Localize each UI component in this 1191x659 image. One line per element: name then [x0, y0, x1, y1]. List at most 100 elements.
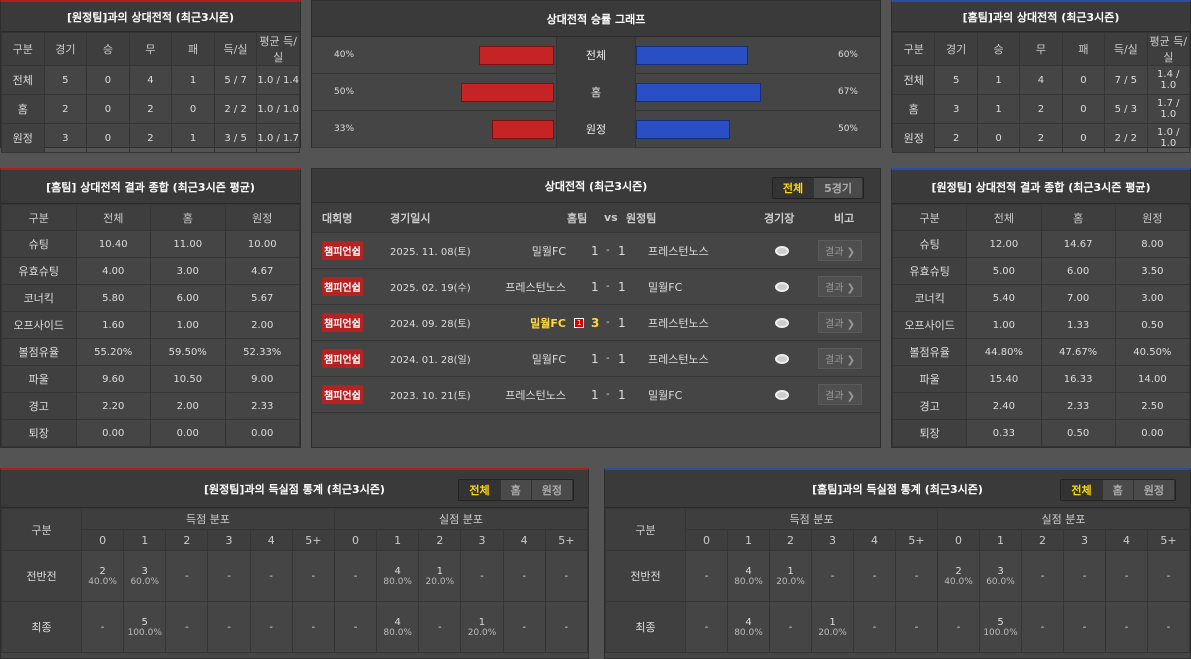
cell-value: 44.80%	[966, 338, 1042, 366]
cell-value: 52.33%	[224, 338, 300, 366]
column-header: 패	[171, 32, 215, 66]
tab-home[interactable]: 홈	[1103, 480, 1134, 500]
stadium-icon[interactable]	[775, 353, 789, 364]
count: -	[269, 570, 273, 582]
cell-value: 9.00	[224, 365, 300, 393]
cell-value: 55.20%	[75, 338, 151, 366]
distribution-cell: -	[1105, 601, 1148, 653]
row-label: 홈	[891, 94, 936, 124]
goals-away-table: 구분 득점 분포 실점 분포 0 1 2 3 4 5+ 0 1 2 3 4 5+ 전반전 2 40.0% 3 60.0…	[1, 508, 589, 653]
distribution-cell: 5 100.0%	[979, 601, 1022, 653]
table-row: 유효슈팅 5.00 6.00 3.50	[891, 257, 1191, 285]
distribution-cell: 1 20.0%	[811, 601, 854, 653]
count: 3	[997, 565, 1004, 577]
count: -	[1040, 570, 1045, 582]
tab-home[interactable]: 홈	[501, 480, 532, 500]
goals-home-table: 구분 득점 분포 실점 분포 0 1 2 3 4 5+ 0 1 2 3 4 5+ 전반전 -4 80.0% 1 20.…	[605, 508, 1190, 653]
away-team[interactable]: 밀월FC	[648, 388, 683, 402]
tab-all[interactable]: 전체	[459, 480, 501, 500]
cell-value: 0	[1061, 65, 1106, 95]
result-button[interactable]: 결과 ❯	[818, 348, 862, 369]
cell-value: 2 / 2	[213, 94, 258, 124]
row-label: 볼점유율	[1, 338, 77, 366]
result-button[interactable]: 결과 ❯	[818, 276, 862, 297]
tab-all[interactable]: 전체	[1061, 480, 1103, 500]
percent: 80.0%	[734, 576, 763, 587]
league-badge[interactable]: 챔피언쉽	[322, 349, 363, 368]
group-header-row: 구분 득점 분포 실점 분포	[1, 508, 589, 551]
distribution-cell: 1 20.0%	[769, 550, 812, 602]
tab-away[interactable]: 원정	[532, 480, 573, 500]
cell-value: 2	[1019, 94, 1063, 124]
column-header: 2	[1021, 529, 1064, 551]
column-header: 3	[460, 529, 504, 551]
tab-5-games[interactable]: 5경기	[814, 178, 863, 198]
goals-away-title: [원정팀]과의 득실점 통계 (최근3시즌)	[204, 482, 385, 496]
column-header: 평균 득/실	[256, 32, 300, 66]
row-label: 오프사이드	[891, 311, 968, 339]
score-dash: -	[606, 389, 610, 400]
stadium-icon[interactable]	[775, 317, 789, 328]
league-badge[interactable]: 챔피언쉽	[322, 313, 363, 332]
cell-value: 5.80	[75, 284, 151, 312]
percent: 100.0%	[127, 627, 162, 638]
count: -	[227, 621, 231, 633]
stadium-icon[interactable]	[775, 245, 789, 256]
distribution-cell: -	[769, 601, 812, 653]
column-header: 3	[1063, 529, 1106, 551]
home-team[interactable]: 프레스턴노스	[505, 388, 566, 402]
distribution-cell: -	[1147, 601, 1190, 653]
cell-value: 16.33	[1040, 365, 1116, 393]
count: 1	[478, 616, 486, 628]
column-header: 0	[937, 529, 980, 551]
stadium-icon[interactable]	[775, 389, 789, 400]
cell-value: 5 / 3	[1104, 94, 1148, 124]
away-team[interactable]: 프레스턴노스	[648, 244, 709, 258]
distribution-cell: -	[460, 550, 504, 602]
header-row: 구분 경기 승 무 패 득/실 평균 득/실	[1, 32, 300, 66]
league-badge[interactable]: 챔피언쉽	[322, 241, 363, 260]
distribution-cell: -	[544, 601, 589, 653]
cell-value: 0.00	[75, 419, 151, 447]
panel-title: [원정팀] 상대전적 결과 종합 (최근3시즌 평균)	[892, 170, 1190, 204]
table-row: 원정 2 0 2 0 2 / 2 1.0 / 1.0	[891, 123, 1191, 153]
row-label: 오프사이드	[1, 311, 77, 339]
table-row: 슈팅 10.40 11.00 10.00	[1, 230, 300, 258]
result-button[interactable]: 결과 ❯	[818, 384, 862, 405]
away-bar	[636, 119, 730, 139]
result-button[interactable]: 결과 ❯	[818, 312, 862, 333]
row-label: 슈팅	[891, 230, 968, 258]
count: 4	[745, 565, 752, 577]
home-score: 3	[591, 315, 600, 330]
home-team[interactable]: 프레스턴노스	[505, 280, 566, 294]
table-row: 경고 2.40 2.33 2.50	[891, 392, 1191, 420]
count: -	[788, 621, 793, 633]
table-row: 원정 3 0 2 1 3 / 5 1.0 / 1.7	[1, 123, 300, 153]
count: 1	[787, 565, 794, 577]
score-dash: -	[606, 281, 610, 292]
league-badge[interactable]: 챔피언쉽	[322, 277, 363, 296]
result-button[interactable]: 결과 ❯	[818, 240, 862, 261]
column-header: vs	[604, 211, 618, 224]
column-header: 4	[853, 529, 896, 551]
away-team[interactable]: 프레스턴노스	[648, 352, 709, 366]
away-score: 1	[618, 387, 626, 402]
column-header-row: 0 1 2 3 4 5+ 0 1 2 3 4 5+	[606, 529, 1190, 551]
count: -	[1166, 621, 1171, 633]
stadium-icon[interactable]	[775, 281, 789, 292]
tab-away[interactable]: 원정	[1134, 480, 1175, 500]
home-team[interactable]: 밀월FC	[530, 316, 566, 330]
distribution-cell: -	[291, 601, 335, 653]
league-badge[interactable]: 챔피언쉽	[322, 385, 363, 404]
graph-row-label: 원정	[556, 110, 636, 148]
away-team[interactable]: 프레스턴노스	[648, 316, 709, 330]
column-header: 4	[502, 529, 546, 551]
away-team[interactable]: 밀월FC	[648, 280, 683, 294]
tab-all[interactable]: 전체	[772, 178, 815, 198]
cell-value: 3	[43, 123, 88, 153]
home-team[interactable]: 밀월FC	[531, 244, 566, 258]
distribution-cell: -	[165, 550, 209, 602]
home-team[interactable]: 밀월FC	[531, 352, 566, 366]
left-percent: 50%	[334, 87, 355, 97]
home-bar	[492, 119, 554, 139]
